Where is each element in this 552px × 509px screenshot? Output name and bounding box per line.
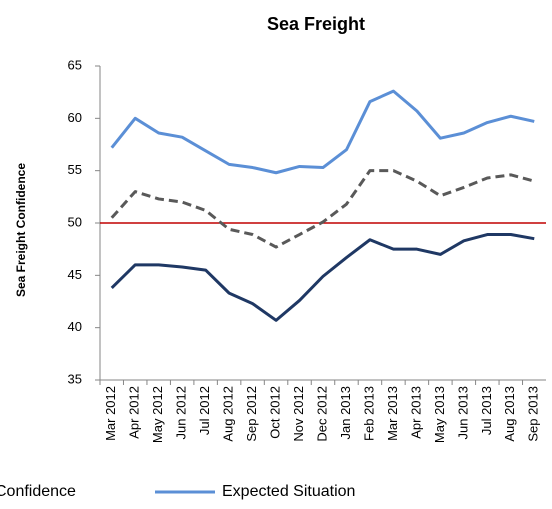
series-line (110, 89, 535, 175)
x-tick-label: Aug 2013 (502, 386, 517, 442)
y-axis-label: Sea Freight Confidence (14, 163, 28, 297)
x-tick-label: Apr 2013 (408, 386, 423, 439)
x-tick-label: Apr 2012 (127, 386, 142, 439)
x-tick-label: Oct 2012 (267, 386, 282, 439)
x-tick-label: Jul 2013 (479, 386, 494, 435)
x-tick-label: Feb 2013 (361, 386, 376, 441)
x-tick-label: Jun 2012 (174, 386, 189, 440)
legend-label: Expected Situation (222, 483, 355, 500)
series-line (110, 233, 535, 322)
x-tick-label: May 2013 (432, 386, 447, 443)
y-tick-label: 65 (68, 57, 82, 72)
x-tick-label: Sep 2013 (526, 386, 541, 442)
y-tick-label: 40 (68, 319, 82, 334)
x-tick-label: Jan 2013 (338, 386, 353, 440)
x-tick-label: Dec 2012 (314, 386, 329, 442)
y-tick-label: 50 (68, 214, 82, 229)
y-tick-label: 55 (68, 162, 82, 177)
x-tick-label: Nov 2012 (291, 386, 306, 442)
legend-label: Confidence (0, 483, 76, 500)
y-tick-label: 45 (68, 267, 82, 282)
x-tick-label: Sep 2012 (244, 386, 259, 442)
x-tick-label: May 2012 (150, 386, 165, 443)
y-tick-label: 60 (68, 110, 82, 125)
x-tick-label: Jun 2013 (455, 386, 470, 440)
x-tick-label: Aug 2012 (221, 386, 236, 442)
x-tick-label: Mar 2012 (103, 386, 118, 441)
y-tick-label: 35 (68, 371, 82, 386)
series-line (110, 169, 535, 249)
chart-title: Sea Freight (267, 14, 365, 34)
x-tick-label: Mar 2013 (385, 386, 400, 441)
x-tick-label: Jul 2012 (197, 386, 212, 435)
